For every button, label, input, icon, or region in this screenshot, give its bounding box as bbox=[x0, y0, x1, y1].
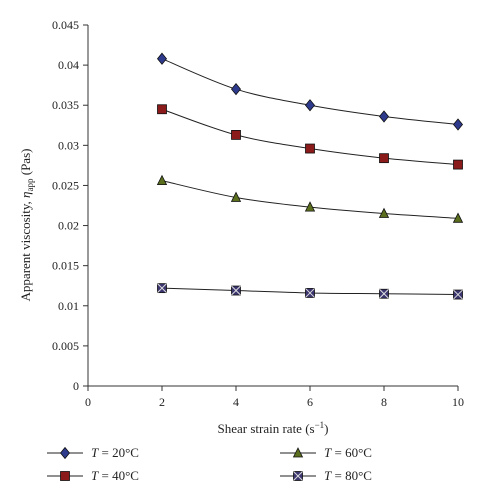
legend-marker-3 bbox=[292, 447, 304, 458]
y-tick-label: 0.025 bbox=[52, 178, 79, 192]
data-point-s1 bbox=[378, 110, 390, 123]
legend-label-1: T = 20°C bbox=[91, 445, 139, 460]
x-axis-title-text: Shear strain rate (s bbox=[217, 421, 314, 436]
data-point-s2 bbox=[231, 130, 241, 140]
x-ticks: 0 2 4 6 8 10 bbox=[85, 386, 464, 409]
data-point-s4 bbox=[305, 288, 315, 298]
y-tick-label: 0.04 bbox=[58, 58, 79, 72]
y-tick-label: 0.045 bbox=[52, 18, 79, 32]
data-point-s3 bbox=[304, 201, 316, 212]
legend: T = 20°C T = 40°C T = 60°C T = 80°C bbox=[47, 445, 372, 483]
y-tick-label: 0.02 bbox=[58, 219, 79, 233]
x-tick-label: 8 bbox=[381, 395, 387, 409]
legend-label-2: T = 40°C bbox=[91, 468, 139, 483]
y-axis-title-end: (Pas) bbox=[18, 149, 33, 179]
x-axis-title-sup: −1 bbox=[315, 420, 325, 430]
x-tick-label: 2 bbox=[159, 395, 165, 409]
series-markers bbox=[156, 52, 464, 300]
y-axis-title-symbol: η bbox=[18, 192, 33, 198]
data-point-s1 bbox=[230, 83, 242, 96]
data-point-s3 bbox=[230, 191, 242, 202]
series-line-1 bbox=[161, 58, 459, 125]
x-axis-title: Shear strain rate (s−1) bbox=[217, 420, 328, 436]
data-point-s1 bbox=[156, 52, 168, 65]
legend-marker-4 bbox=[293, 471, 303, 481]
axes bbox=[87, 25, 458, 387]
y-tick-label: 0 bbox=[73, 379, 79, 393]
x-tick-label: 6 bbox=[307, 395, 313, 409]
data-point-s1 bbox=[304, 99, 316, 112]
x-tick-label: 10 bbox=[452, 395, 464, 409]
y-tick-label: 0.03 bbox=[58, 138, 79, 152]
y-axis-title: Apparent viscosity, ηapp (Pas) bbox=[18, 149, 35, 302]
legend-item-3: T = 60°C bbox=[280, 445, 372, 460]
legend-marker-1 bbox=[59, 446, 71, 460]
legend-marker-2 bbox=[60, 471, 70, 481]
y-tick-label: 0.015 bbox=[52, 259, 79, 273]
data-point-s3 bbox=[452, 212, 464, 223]
data-point-s2 bbox=[305, 143, 315, 154]
x-axis-title-end: ) bbox=[324, 421, 328, 436]
legend-item-1: T = 20°C bbox=[47, 445, 139, 460]
y-tick-label: 0.01 bbox=[58, 299, 79, 313]
data-point-s2 bbox=[157, 104, 167, 115]
data-point-s4 bbox=[379, 288, 389, 299]
data-point-s3 bbox=[378, 207, 390, 218]
y-axis-title-text: Apparent viscosity, bbox=[18, 198, 33, 302]
legend-label-3: T = 60°C bbox=[324, 445, 372, 460]
y-axis-title-sub: app bbox=[25, 178, 35, 191]
series-line-3 bbox=[161, 180, 459, 219]
legend-item-2: T = 40°C bbox=[47, 468, 139, 483]
legend-item-4: T = 80°C bbox=[280, 468, 372, 483]
data-point-s4 bbox=[157, 283, 167, 294]
series-line-2 bbox=[161, 108, 459, 166]
y-tick-label: 0.035 bbox=[52, 98, 79, 112]
data-point-s1 bbox=[452, 118, 464, 131]
legend-label-4: T = 80°C bbox=[324, 468, 372, 483]
x-tick-label: 0 bbox=[85, 395, 91, 409]
data-point-s4 bbox=[231, 285, 241, 296]
data-point-s2 bbox=[379, 153, 389, 164]
data-point-s2 bbox=[453, 159, 463, 170]
x-tick-label: 4 bbox=[233, 395, 239, 409]
data-point-s4 bbox=[453, 289, 463, 300]
y-ticks: 0 0.005 0.01 0.015 0.02 0.025 0.03 0.035 0.04 0.0… bbox=[52, 18, 88, 393]
series-lines bbox=[161, 58, 459, 296]
data-point-s3 bbox=[156, 174, 168, 186]
y-tick-label: 0.005 bbox=[52, 339, 79, 353]
